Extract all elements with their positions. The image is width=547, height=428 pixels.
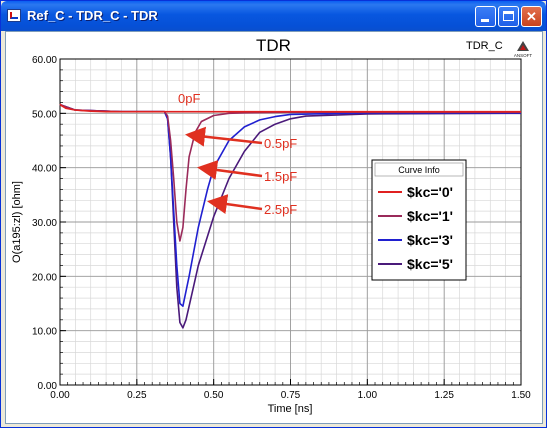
maximize-button[interactable] <box>498 6 519 27</box>
close-icon: ✕ <box>526 9 537 24</box>
window-title: Ref_C - TDR_C - TDR <box>27 8 158 23</box>
x-tick-label: 1.25 <box>434 390 454 401</box>
close-button[interactable]: ✕ <box>521 6 542 27</box>
legend-title: Curve Info <box>398 165 440 175</box>
y-axis-label: O(a195:zl) [ohm] <box>11 181 23 263</box>
legend-box <box>371 159 467 281</box>
legend-title-box <box>374 162 464 177</box>
title-bar[interactable]: Ref_C - TDR_C - TDR ✕ <box>1 1 546 31</box>
ansoft-logo-icon: ANSOFT <box>514 41 533 58</box>
reference-label: TDR_C <box>466 40 503 52</box>
annotation-arrow <box>207 194 263 214</box>
legend-entry-label: $kc='5' <box>407 256 453 272</box>
x-tick-label: 0.75 <box>281 390 301 401</box>
maximize-icon <box>503 11 514 21</box>
legend-entry-label: $kc='0' <box>407 184 453 200</box>
y-tick-label: 30.00 <box>32 218 57 229</box>
x-tick-label: 0.50 <box>204 390 224 401</box>
annotation-label: 0pF <box>178 91 200 106</box>
legend-entry-label: $kc='1' <box>407 208 453 224</box>
x-tick-label: 1.00 <box>358 390 378 401</box>
legend[interactable]: Curve Info $kc='0' $kc='1' $kc='3' $kc='5' <box>371 159 467 281</box>
logo-text: ANSOFT <box>514 53 533 58</box>
y-tick-label: 60.00 <box>32 55 57 66</box>
minimize-icon <box>481 19 489 22</box>
series-line-kc-0 <box>59 103 521 113</box>
annotation-label: 2.5pF <box>264 202 297 217</box>
annotation-label: 1.5pF <box>264 169 297 184</box>
legend-entry-label: $kc='3' <box>407 232 453 248</box>
minimize-button[interactable] <box>475 6 496 27</box>
y-tick-label: 40.00 <box>32 164 57 175</box>
annotation-arrow <box>185 126 263 147</box>
y-tick-label: 10.00 <box>32 327 57 338</box>
y-tick-label: 0.00 <box>38 381 58 392</box>
x-tick-label: 1.50 <box>511 390 531 401</box>
y-tick-label: 20.00 <box>32 272 57 283</box>
annotation-arrow <box>197 160 263 180</box>
x-axis-label: Time [ns] <box>268 403 313 415</box>
x-tick-label: 0.00 <box>50 390 70 401</box>
chart-title: TDR <box>256 36 291 55</box>
y-tick-label: 50.00 <box>32 109 57 120</box>
annotation-label: 0.5pF <box>264 136 297 151</box>
plot-window-icon <box>7 9 21 22</box>
x-tick-label: 0.25 <box>127 390 147 401</box>
